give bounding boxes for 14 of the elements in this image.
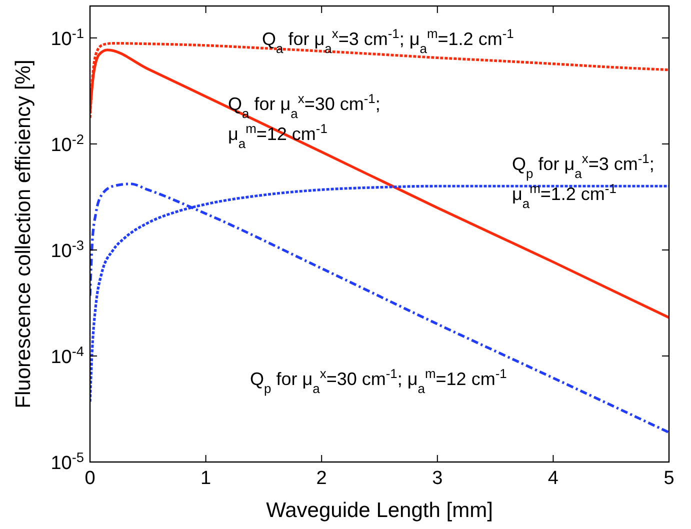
y-tick-label: 10$^{-2}$ [50, 131, 84, 156]
y-axis-title: Fluorescence collection efficiency [%] [12, 60, 35, 408]
x-tick-label: 3 [432, 468, 443, 489]
y-tick-label: 10$^{-3}$ [50, 237, 84, 262]
y-tick-label: 10$^{-5}$ [50, 450, 84, 474]
x-tick-label: 1 [200, 468, 212, 489]
y-tick-label: 10$^{-4}$ [50, 343, 84, 368]
x-tick-label: 0 [84, 468, 96, 489]
y-tick-label: 10$^{-1}$ [50, 25, 84, 50]
text: Q$_{p}$ for μ$_{a}$$^{x}$=30 cm$^{-1}$; μ$_{a}$$^{m}$=12 cm$^{-1}$ [250, 366, 507, 396]
x-tick-label: 5 [664, 468, 674, 489]
x-axis-title: Waveguide Length [mm] [266, 499, 493, 522]
x-tick-label: 2 [316, 468, 327, 489]
x-tick-label: 4 [548, 468, 559, 489]
